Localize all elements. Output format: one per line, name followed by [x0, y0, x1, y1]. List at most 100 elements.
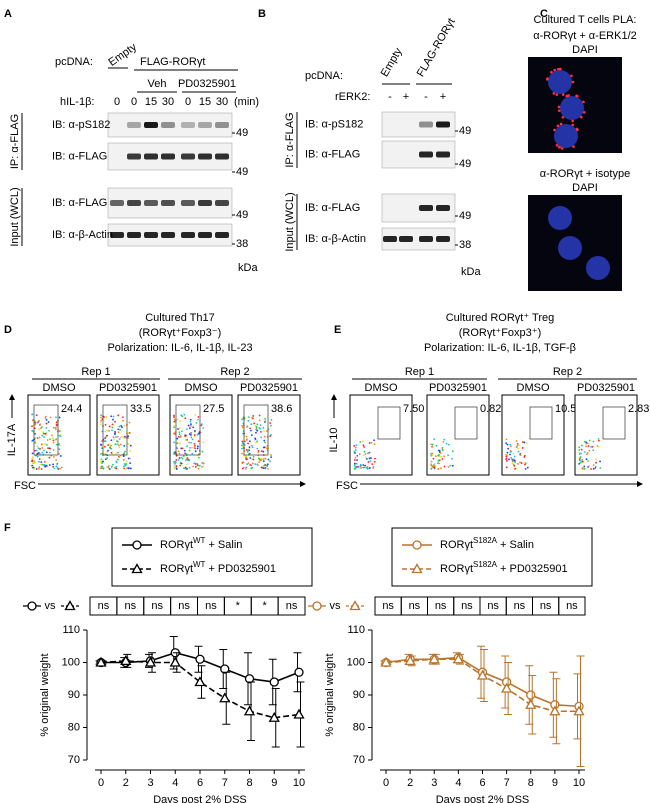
event: [124, 464, 127, 467]
gate: [33, 404, 59, 456]
event: [353, 450, 356, 453]
y-tick-label: 70: [68, 754, 80, 766]
event: [513, 455, 516, 458]
label: DMSO: [365, 382, 398, 394]
event: [34, 440, 37, 443]
event: [127, 443, 129, 445]
blot-label: IB: α-pS182: [52, 119, 110, 131]
event: [188, 433, 191, 435]
event: [47, 421, 50, 423]
event: [111, 423, 114, 426]
event: [125, 463, 127, 465]
kda-label: kDa: [461, 266, 481, 278]
marker: [27, 601, 37, 611]
event: [107, 466, 110, 469]
event: [102, 467, 105, 470]
event: [266, 463, 269, 466]
event: [592, 449, 595, 452]
event: [362, 454, 365, 457]
event: [357, 465, 359, 468]
event: [505, 466, 508, 469]
event: [242, 432, 244, 435]
event: [176, 418, 179, 421]
event: [184, 466, 187, 469]
event: [100, 423, 102, 426]
event: [187, 424, 190, 427]
event: [449, 464, 452, 467]
x-tick-label: 2: [123, 777, 129, 789]
event: [129, 467, 132, 470]
sig-label: ns: [205, 600, 217, 612]
event: [116, 436, 119, 438]
event: [353, 462, 356, 465]
sig-label: ns: [98, 600, 110, 612]
marker: [132, 540, 142, 550]
band: [110, 200, 124, 206]
event: [368, 466, 371, 469]
event: [110, 439, 113, 442]
event: [431, 454, 434, 456]
event: [578, 452, 581, 454]
event: [508, 458, 510, 461]
band: [144, 122, 158, 128]
x-tick-label: 9: [552, 777, 558, 789]
event: [264, 421, 266, 423]
event: [353, 445, 356, 447]
kda-label: kDa: [238, 262, 258, 274]
label: DMSO: [517, 382, 550, 394]
event: [178, 431, 181, 434]
panel-letter: F: [4, 522, 11, 534]
event: [45, 426, 48, 429]
event: [100, 467, 102, 470]
event: [524, 468, 527, 470]
event: [39, 448, 41, 450]
marker: [312, 601, 322, 611]
event: [113, 438, 115, 441]
event: [35, 449, 38, 452]
event: [186, 445, 188, 447]
event: [253, 422, 256, 425]
event: [373, 443, 376, 446]
sig-label: ns: [487, 600, 499, 612]
band: [181, 232, 195, 238]
event: [186, 428, 188, 431]
event: [579, 459, 582, 462]
event: [173, 426, 176, 429]
event: [43, 463, 46, 466]
marker: [428, 653, 440, 664]
time-label: 0: [114, 96, 120, 108]
event: [515, 440, 518, 442]
panel-letter: B: [258, 8, 266, 20]
event: [197, 416, 200, 418]
x-tick-label: 3: [147, 777, 153, 789]
event: [248, 446, 251, 449]
label: α-RORγt + α-ERK1/2: [533, 30, 637, 42]
event: [192, 426, 195, 429]
event: [197, 445, 199, 448]
event: [580, 444, 583, 447]
event: [48, 447, 51, 450]
event: [112, 418, 114, 421]
pla-dot: [559, 67, 562, 71]
event: [183, 413, 186, 416]
panel-title: Cultured Th17: [145, 312, 215, 324]
event: [510, 456, 513, 459]
event: [114, 430, 117, 433]
event: [438, 459, 441, 462]
y-tick-label: 110: [347, 624, 365, 636]
sign-label: -: [388, 91, 392, 103]
event: [588, 464, 591, 467]
event: [45, 451, 48, 454]
event: [189, 418, 192, 421]
event: [525, 442, 528, 445]
label: FLAG-RORγt: [415, 16, 458, 79]
blot-label: IB: α-FLAG: [305, 148, 360, 160]
name-sup: WT: [193, 536, 206, 545]
event: [117, 431, 120, 434]
pla-dot: [582, 100, 585, 104]
event: [56, 467, 59, 470]
band: [419, 151, 433, 158]
sig-label: ns: [125, 600, 137, 612]
blot-label: IB: α-pS182: [305, 118, 363, 130]
event: [241, 447, 243, 450]
